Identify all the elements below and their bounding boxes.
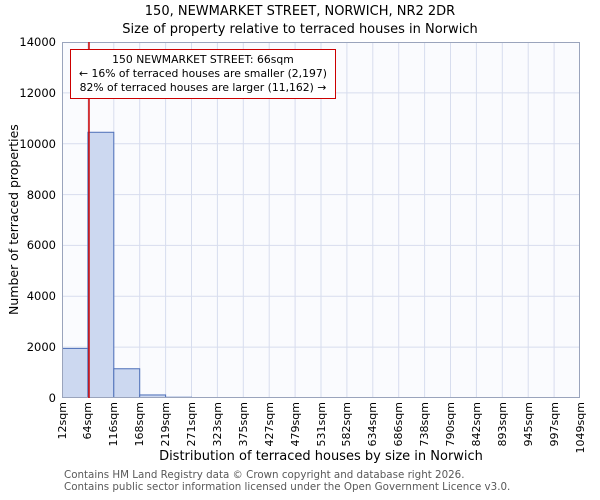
x-tick-label: 375sqm — [236, 402, 250, 447]
x-tick-label: 479sqm — [288, 402, 302, 447]
y-tick-label: 2000 — [26, 340, 56, 355]
histogram-bar — [113, 368, 141, 398]
x-tick-label: 790sqm — [444, 402, 457, 447]
x-tick-label: 582sqm — [340, 402, 354, 447]
y-tick-label: 0 — [48, 391, 56, 405]
x-axis-label: Distribution of terraced houses by size … — [159, 449, 483, 464]
footer-line1: Contains HM Land Registry data © Crown c… — [64, 469, 465, 481]
footer: Contains HM Land Registry data © Crown c… — [64, 469, 511, 494]
x-tick-label: 945sqm — [521, 402, 535, 447]
x-tick-label: 997sqm — [547, 402, 561, 447]
y-tick-label: 8000 — [26, 187, 56, 202]
x-tick-label: 1049sqm — [573, 402, 587, 454]
plot-area — [62, 42, 580, 398]
x-tick-label: 531sqm — [314, 402, 328, 447]
y-tick-label: 14000 — [19, 35, 56, 49]
x-tick-label: 64sqm — [81, 402, 95, 440]
x-tick-label: 323sqm — [210, 402, 224, 447]
x-tick-label: 634sqm — [366, 402, 380, 447]
plot-frame — [62, 42, 580, 398]
x-tick-label: 219sqm — [159, 402, 173, 447]
marker-annotation: 150 NEWMARKET STREET: 66sqm ← 16% of ter… — [70, 49, 336, 100]
histogram-bar — [139, 394, 167, 398]
x-tick-label: 168sqm — [133, 402, 147, 447]
annotation-line3: 82% of terraced houses are larger (11,16… — [79, 81, 327, 95]
x-tick-label: 842sqm — [469, 402, 483, 447]
x-tick-label: 686sqm — [392, 402, 406, 447]
x-tick-label: 12sqm — [55, 402, 69, 440]
x-tick-label: 116sqm — [107, 402, 121, 447]
annotation-line1: 150 NEWMARKET STREET: 66sqm — [112, 53, 294, 66]
y-tick-label: 6000 — [26, 238, 56, 253]
histogram-bar — [62, 347, 89, 398]
footer-line2: Contains public sector information licen… — [64, 480, 511, 493]
x-tick-label: 893sqm — [495, 402, 509, 447]
chart-subtitle: Size of property relative to terraced ho… — [122, 22, 478, 37]
histogram-bar — [87, 131, 115, 398]
x-tick-label: 427sqm — [262, 402, 276, 447]
x-tick-label: 271sqm — [185, 402, 198, 447]
annotation-line2: ← 16% of terraced houses are smaller (2,… — [79, 67, 327, 81]
y-tick-label: 12000 — [19, 85, 56, 100]
y-tick-label: 4000 — [26, 289, 56, 304]
x-tick-label: 738sqm — [418, 402, 432, 447]
chart-title: 150, NEWMARKET STREET, NORWICH, NR2 2DR — [144, 4, 456, 19]
y-tick-label: 10000 — [19, 136, 56, 151]
